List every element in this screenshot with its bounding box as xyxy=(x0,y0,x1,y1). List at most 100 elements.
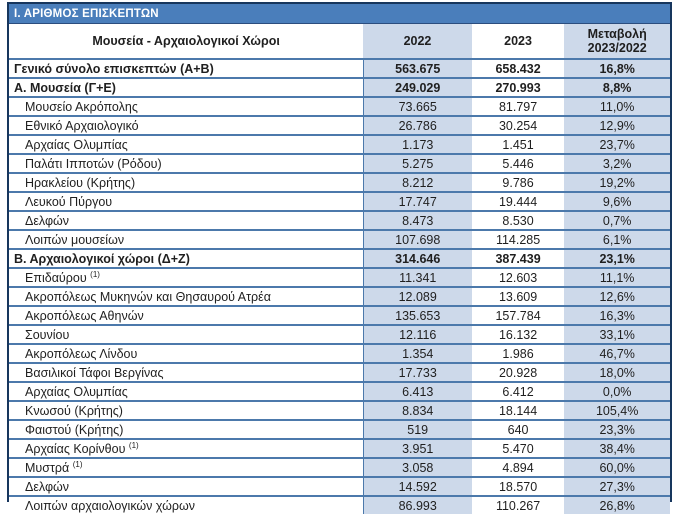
value-change: 19,2% xyxy=(564,172,670,192)
column-header-2023: 2023 xyxy=(471,24,565,59)
row-label-text: Ακροπόλεως Αθηνών xyxy=(25,308,144,323)
section-title: Ι. ΑΡΙΘΜΟΣ ΕΠΙΣΚΕΠΤΩΝ xyxy=(14,7,159,20)
row-label-text: Β. Αρχαιολογικοί χώροι (Δ+Ζ) xyxy=(14,251,190,266)
value-2022: 5.275 xyxy=(363,153,472,173)
value-2022: 563.675 xyxy=(363,58,472,78)
change-header-line1: Μεταβολή xyxy=(587,27,647,41)
value-2023: 20.928 xyxy=(471,362,565,382)
row-label-text: Ακροπόλεως Μυκηνών και Θησαυρού Ατρέα xyxy=(25,289,271,304)
value-change: 33,1% xyxy=(564,324,670,344)
value-2022: 8.473 xyxy=(363,210,472,230)
value-2023: 13.609 xyxy=(471,286,565,306)
value-change: 27,3% xyxy=(564,476,670,496)
table-row: Β. Αρχαιολογικοί χώροι (Δ+Ζ) 314.646 387.4… xyxy=(9,248,670,268)
value-2023: 6.412 xyxy=(471,381,565,401)
table-row: Βασιλικοί Τάφοι Βεργίνας 17.733 20.928 18,0… xyxy=(9,362,670,382)
value-2022: 1.173 xyxy=(363,134,472,154)
row-label: Βασιλικοί Τάφοι Βεργίνας xyxy=(9,362,364,382)
table-row: Ακροπόλεως Αθηνών 135.653 157.784 16,3% xyxy=(9,305,670,325)
row-label-text: Εθνικό Αρχαιολογικό xyxy=(25,118,139,133)
table-row: Λοιπών αρχαιολογικών χώρων 86.993 110.267 2… xyxy=(9,495,670,514)
row-label-text: Φαιστού (Κρήτης) xyxy=(25,422,124,437)
value-change: 18,0% xyxy=(564,362,670,382)
value-2022: 8.212 xyxy=(363,172,472,192)
row-label: Επιδαύρου (1) xyxy=(9,267,364,287)
value-change: 12,9% xyxy=(564,115,670,135)
value-change: 3,2% xyxy=(564,153,670,173)
row-label: Σουνίου xyxy=(9,324,364,344)
value-2022: 26.786 xyxy=(363,115,472,135)
value-change: 0,7% xyxy=(564,210,670,230)
value-2022: 73.665 xyxy=(363,96,472,116)
table-row: Αρχαίας Ολυμπίας 1.173 1.451 23,7% xyxy=(9,134,670,154)
table-row: Επιδαύρου (1) 11.341 12.603 11,1% xyxy=(9,267,670,287)
footnote-marker: (1) xyxy=(72,459,83,469)
table-row: Παλάτι Ιπποτών (Ρόδου) 5.275 5.446 3,2% xyxy=(9,153,670,173)
value-2022: 519 xyxy=(363,419,472,439)
value-2023: 640 xyxy=(471,419,565,439)
column-header-change: Μεταβολή 2023/2022 xyxy=(564,24,670,59)
value-2022: 12.116 xyxy=(363,324,472,344)
table-row: Μουσείο Ακρόπολης 73.665 81.797 11,0% xyxy=(9,96,670,116)
value-2023: 19.444 xyxy=(471,191,565,211)
value-2022: 11.341 xyxy=(363,267,472,287)
value-2022: 17.733 xyxy=(363,362,472,382)
row-label-text: Μουσείο Ακρόπολης xyxy=(25,99,138,114)
value-change: 23,1% xyxy=(564,248,670,268)
value-2023: 1.451 xyxy=(471,134,565,154)
footnote-marker: (1) xyxy=(128,440,139,450)
row-label: Μουσείο Ακρόπολης xyxy=(9,96,364,116)
value-change: 16,8% xyxy=(564,58,670,78)
value-2023: 16.132 xyxy=(471,324,565,344)
value-change: 11,0% xyxy=(564,96,670,116)
value-2023: 12.603 xyxy=(471,267,565,287)
table-row: Κνωσού (Κρήτης) 8.834 18.144 105,4% xyxy=(9,400,670,420)
header-row: Μουσεία - Αρχαιολογικοί Χώροι 2022 2023 … xyxy=(9,24,670,59)
value-change: 8,8% xyxy=(564,77,670,97)
row-label-text: Αρχαίας Κορίνθου xyxy=(25,441,126,456)
value-2022: 14.592 xyxy=(363,476,472,496)
value-2023: 658.432 xyxy=(471,58,565,78)
value-change: 46,7% xyxy=(564,343,670,363)
row-label-text: Αρχαίας Ολυμπίας xyxy=(25,384,128,399)
value-change: 105,4% xyxy=(564,400,670,420)
table-row: Σουνίου 12.116 16.132 33,1% xyxy=(9,324,670,344)
table-row: Δελφών 14.592 18.570 27,3% xyxy=(9,476,670,496)
value-2023: 1.986 xyxy=(471,343,565,363)
table-row: Δελφών 8.473 8.530 0,7% xyxy=(9,210,670,230)
value-2022: 17.747 xyxy=(363,191,472,211)
value-2022: 135.653 xyxy=(363,305,472,325)
row-label-text: Ηρακλείου (Κρήτης) xyxy=(25,175,136,190)
value-2023: 5.470 xyxy=(471,438,565,458)
value-2022: 1.354 xyxy=(363,343,472,363)
row-label: Κνωσού (Κρήτης) xyxy=(9,400,364,420)
value-change: 38,4% xyxy=(564,438,670,458)
visitors-report-table: Ι. ΑΡΙΘΜΟΣ ΕΠΙΣΚΕΠΤΩΝ Μουσεία - Αρχαιολο… xyxy=(7,2,672,514)
table-row: Φαιστού (Κρήτης) 519 640 23,3% xyxy=(9,419,670,439)
value-change: 12,6% xyxy=(564,286,670,306)
row-label-text: Λευκού Πύργου xyxy=(25,194,113,209)
row-label: Α. Μουσεία (Γ+Ε) xyxy=(9,77,364,97)
row-label: Παλάτι Ιπποτών (Ρόδου) xyxy=(9,153,364,173)
table-row: Ηρακλείου (Κρήτης) 8.212 9.786 19,2% xyxy=(9,172,670,192)
row-label-text: Γενικό σύνολο επισκεπτών (Α+Β) xyxy=(14,61,214,76)
row-label-text: Ακροπόλεως Λίνδου xyxy=(25,346,138,361)
row-label: Αρχαίας Ολυμπίας xyxy=(9,381,364,401)
row-label: Αρχαίας Ολυμπίας xyxy=(9,134,364,154)
table-row: Εθνικό Αρχαιολογικό 26.786 30.254 12,9% xyxy=(9,115,670,135)
value-2023: 5.446 xyxy=(471,153,565,173)
value-2022: 3.951 xyxy=(363,438,472,458)
value-2022: 249.029 xyxy=(363,77,472,97)
value-2023: 81.797 xyxy=(471,96,565,116)
row-label: Ηρακλείου (Κρήτης) xyxy=(9,172,364,192)
row-label: Λευκού Πύργου xyxy=(9,191,364,211)
row-label: Γενικό σύνολο επισκεπτών (Α+Β) xyxy=(9,58,364,78)
row-label-text: Λοιπών αρχαιολογικών χώρων xyxy=(25,498,196,513)
value-2023: 270.993 xyxy=(471,77,565,97)
row-label-text: Δελφών xyxy=(25,479,70,494)
value-change: 6,1% xyxy=(564,229,670,249)
row-label-text: Α. Μουσεία (Γ+Ε) xyxy=(14,80,116,95)
value-change: 23,3% xyxy=(564,419,670,439)
row-label: Μυστρά (1) xyxy=(9,457,364,477)
table-row: Γενικό σύνολο επισκεπτών (Α+Β) 563.675 658… xyxy=(9,58,670,78)
